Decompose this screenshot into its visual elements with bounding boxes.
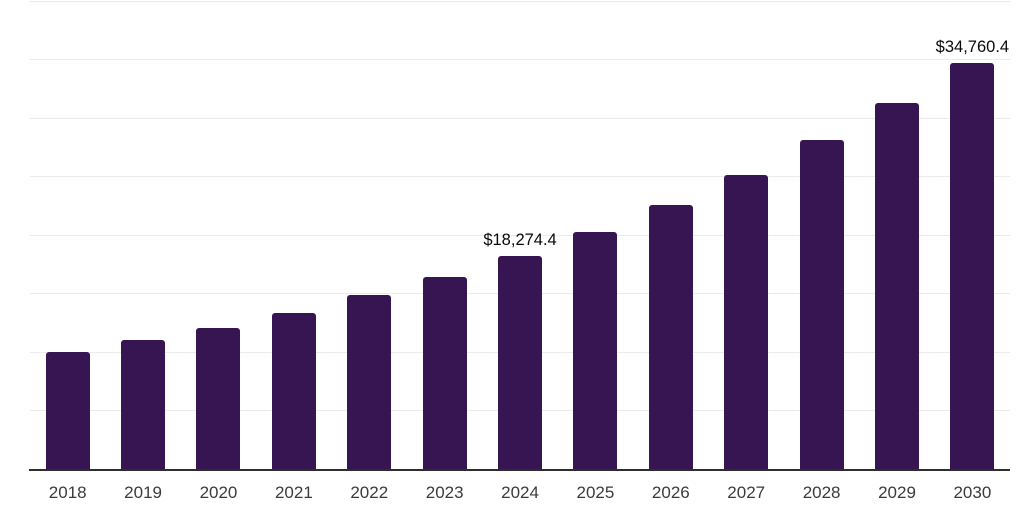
bar-cell-2024: $18,274.4 — [482, 0, 557, 470]
bar-2026 — [648, 204, 693, 470]
x-tick-2023: 2023 — [425, 483, 464, 502]
bar-2018 — [45, 352, 90, 470]
x-axis-labels: 2018 2019 2020 2021 2022 2023 2024 2025 2026 2027… — [30, 483, 1010, 503]
bar-cell-2019 — [105, 0, 180, 470]
gridline-40000 — [30, 0, 1010, 2]
bar-2022 — [347, 295, 392, 470]
bar-cell-2027 — [709, 0, 784, 470]
x-tick-2018: 2018 — [48, 483, 87, 502]
gridline-30000 — [30, 117, 1010, 119]
bar-cell-2030: $34,760.4 — [935, 0, 1010, 470]
bar-2021 — [271, 313, 316, 470]
bar-cell-2023 — [407, 0, 482, 470]
bar-2024 — [498, 255, 543, 470]
bar-2025 — [573, 231, 618, 470]
gridline-35000 — [30, 59, 1010, 61]
data-label-2024: $18,274.4 — [483, 230, 557, 249]
bar-cell-2026 — [633, 0, 708, 470]
bar-cell-2025 — [558, 0, 633, 470]
bar-2028 — [799, 140, 844, 470]
bar-cell-2028 — [784, 0, 859, 470]
gridline-20000 — [30, 234, 1010, 236]
x-tick-2027: 2027 — [727, 483, 766, 502]
bar-2029 — [874, 103, 919, 470]
x-tick-2022: 2022 — [350, 483, 389, 502]
x-tick-2020: 2020 — [199, 483, 238, 502]
bar-2030 — [950, 62, 995, 470]
x-tick-2019: 2019 — [124, 483, 162, 502]
plot-area: $18,274.4 $34,760.4 — [30, 0, 1010, 470]
bar-2023 — [422, 277, 467, 470]
bar-2020 — [196, 327, 241, 470]
gridline-25000 — [30, 176, 1010, 178]
x-tick-2021: 2021 — [274, 483, 313, 502]
data-label-2030: $34,760.4 — [935, 37, 1010, 56]
x-tick-2026: 2026 — [651, 483, 690, 502]
bar-cell-2029 — [859, 0, 934, 470]
bar-cell-2021 — [256, 0, 331, 470]
x-tick-2029: 2029 — [878, 483, 916, 502]
bar-cell-2020 — [181, 0, 256, 470]
bar-2019 — [121, 340, 166, 470]
x-tick-2024: 2024 — [501, 483, 539, 502]
bar-cell-2022 — [332, 0, 407, 470]
x-tick-2025: 2025 — [576, 483, 615, 502]
x-tick-2028: 2028 — [802, 483, 841, 502]
bars-layer: $18,274.4 $34,760.4 — [30, 0, 1010, 470]
x-tick-2030: 2030 — [953, 483, 992, 502]
x-axis-line — [29, 469, 1010, 471]
bar-2027 — [724, 174, 769, 470]
bar-cell-2018 — [30, 0, 105, 470]
